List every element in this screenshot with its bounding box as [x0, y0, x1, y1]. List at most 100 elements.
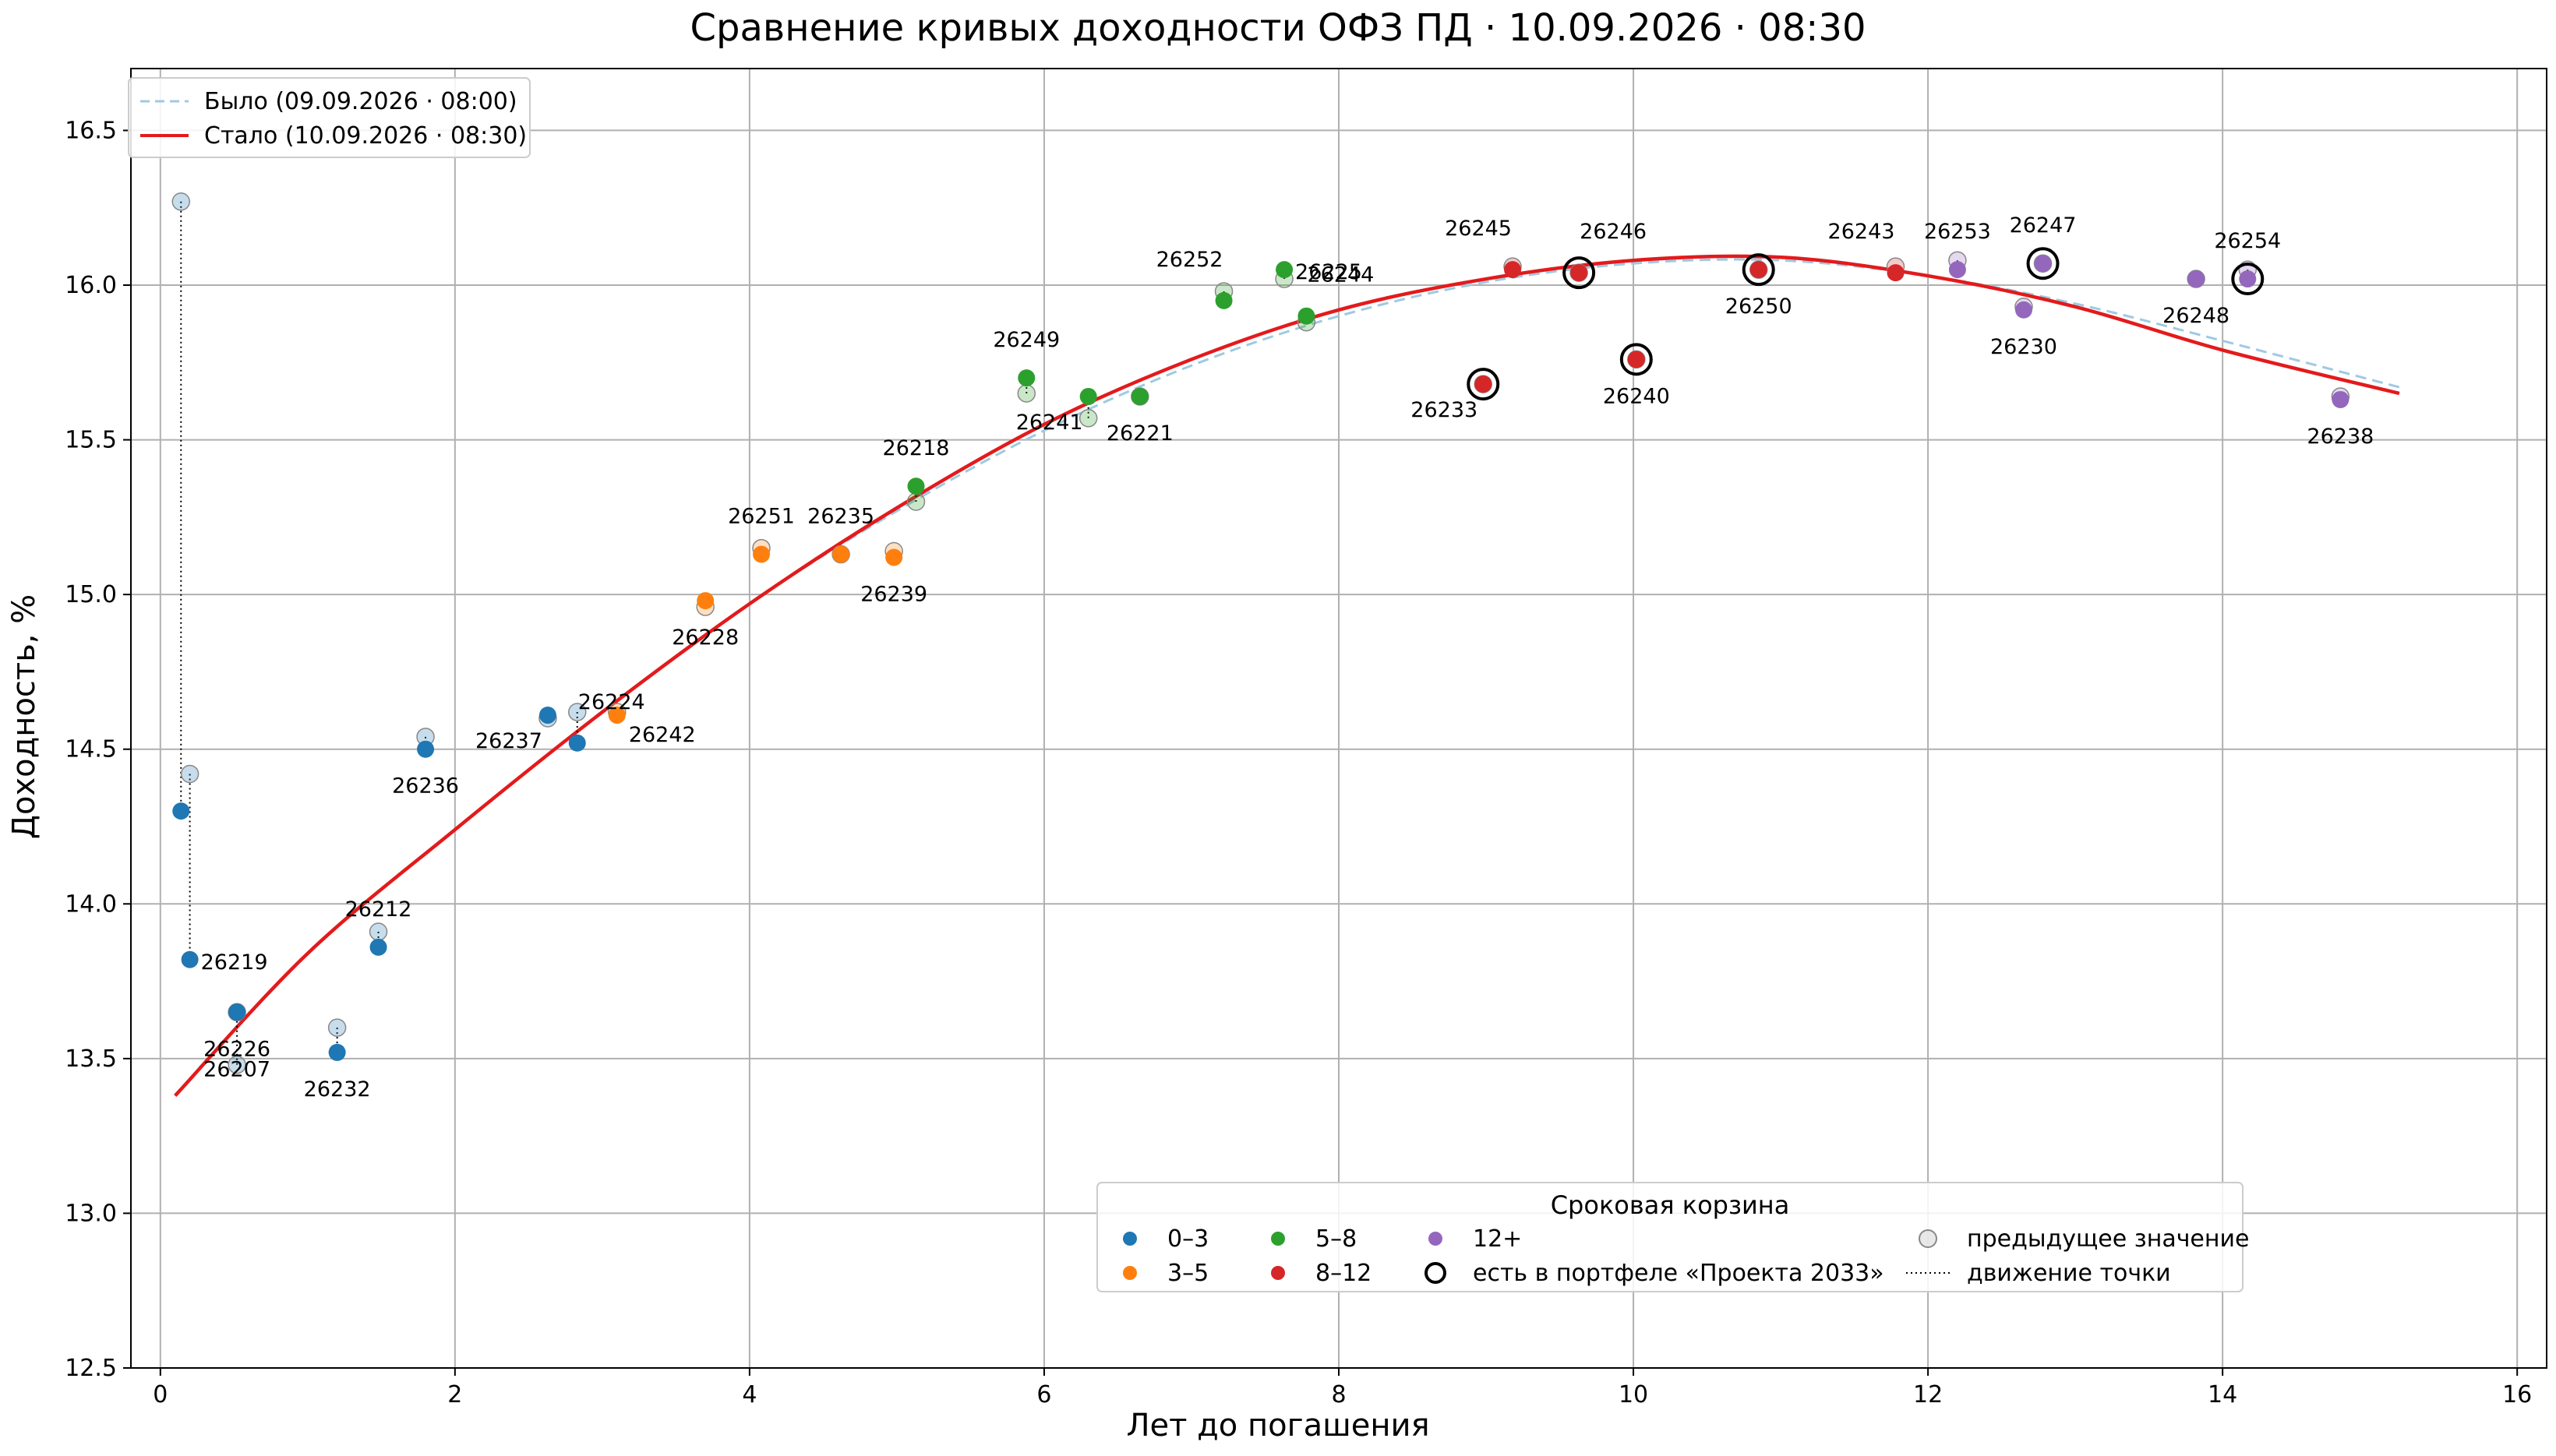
- bond-label: 26221: [1107, 421, 1174, 446]
- bond-point: [1570, 264, 1588, 282]
- previous-point: [180, 764, 199, 784]
- bond-point: [608, 707, 626, 724]
- bond-point: [228, 1003, 246, 1021]
- legend-bottom-box: [1096, 1182, 2244, 1292]
- bond-point: [328, 1043, 346, 1061]
- current-curve: [174, 254, 2400, 1098]
- x-axis-ticks: 0 2 4 6 8 10 12 14 16: [153, 1368, 2532, 1408]
- bond-label: 26246: [1580, 220, 1647, 244]
- bond-point: [2187, 270, 2205, 288]
- bond-label: 26225: [1295, 260, 1362, 284]
- legend-bucket-entries: 0–3 3–5 5–8 8–12 12+: [1123, 1225, 1522, 1287]
- y-tick-label: 15.0: [65, 581, 117, 608]
- current-points: [172, 255, 2349, 1061]
- previous-point: [171, 192, 191, 211]
- bond-label: 26252: [1156, 248, 1223, 272]
- x-tick-label: 0: [153, 1381, 168, 1408]
- bond-label: 26237: [475, 729, 542, 753]
- bond-label: 26243: [1828, 220, 1895, 244]
- y-tick-label: 15.5: [65, 427, 117, 454]
- legend-new-curve-label: Стало (10.09.2026 · 08:30): [204, 122, 527, 150]
- x-tick-label: 6: [1036, 1381, 1051, 1408]
- bond-point: [1276, 261, 1294, 279]
- legend-bucket-swatch: [1428, 1232, 1442, 1246]
- legend-bucket-label: 12+: [1473, 1225, 1522, 1253]
- legend-bucket-swatch: [1271, 1232, 1285, 1246]
- bond-point: [885, 548, 903, 566]
- bond-point: [2239, 270, 2257, 288]
- bond-label: 26207: [203, 1057, 270, 1081]
- y-tick-label: 13.0: [65, 1200, 117, 1227]
- y-tick-label: 14.5: [65, 736, 117, 763]
- portfolio-rings: [1467, 247, 2265, 401]
- bond-point: [2034, 255, 2052, 273]
- y-axis-ticks: 12.5 13.0 13.5 14.0 14.5 15.0 15.5 16.0 16.5: [65, 117, 131, 1382]
- bond-point: [172, 802, 190, 820]
- bond-label: 26228: [672, 626, 739, 650]
- bond-label: 26249: [993, 328, 1060, 352]
- bond-label: 26245: [1445, 217, 1512, 241]
- legend-bucket-swatch: [1123, 1232, 1137, 1246]
- bond-label: 26251: [728, 505, 795, 529]
- portfolio-ring: [1742, 253, 1775, 287]
- y-tick-label: 13.5: [65, 1045, 117, 1073]
- previous-point: [1017, 384, 1036, 403]
- bond-label: 26230: [1990, 335, 2057, 359]
- previous-point: [228, 1056, 246, 1074]
- bond-point: [832, 545, 850, 563]
- legend-bucket-swatch: [1271, 1266, 1285, 1280]
- bond-label: 26239: [860, 582, 927, 606]
- x-tick-label: 2: [447, 1381, 462, 1408]
- portfolio-ring: [2231, 263, 2265, 296]
- bond-label: 26247: [2010, 213, 2077, 238]
- legend-portfolio-label: есть в портфеле «Проекта 2033»: [1473, 1260, 1884, 1287]
- legend-bottom-title: Сроковая корзина: [1551, 1190, 1790, 1220]
- y-tick-label: 12.5: [65, 1355, 117, 1382]
- legend-top: Было (09.09.2026 · 08:00) Стало (10.09.2…: [128, 77, 531, 158]
- legend-bucket-label: 3–5: [1167, 1260, 1209, 1287]
- previous-points: [171, 192, 2350, 1074]
- portfolio-ring: [1562, 256, 1596, 290]
- bond-label: 26254: [2214, 229, 2281, 253]
- y-tick-label: 16.5: [65, 117, 117, 144]
- previous-point: [567, 703, 587, 721]
- bond-point: [1749, 261, 1767, 279]
- previous-point: [327, 1018, 347, 1037]
- bond-point: [907, 478, 925, 495]
- bond-label: 26242: [629, 723, 696, 747]
- legend-top-box: [128, 77, 531, 158]
- bond-point: [697, 592, 715, 610]
- bond-label: 26253: [1924, 220, 1991, 244]
- legend-portfolio-swatch: [1425, 1262, 1446, 1284]
- previous-point: [1079, 409, 1098, 428]
- portfolio-ring: [1467, 368, 1500, 401]
- bond-label: 26226: [203, 1037, 270, 1061]
- bond-point: [1018, 369, 1036, 387]
- bond-label: 26224: [578, 690, 645, 714]
- previous-curve: [174, 258, 2400, 1097]
- bond-label: 26232: [304, 1077, 371, 1102]
- portfolio-ring: [1619, 343, 1653, 376]
- yield-curves: [174, 254, 2400, 1098]
- bond-point: [1215, 291, 1233, 309]
- bond-point: [1627, 351, 1645, 368]
- x-tick-label: 8: [1331, 1381, 1346, 1408]
- bond-point: [1887, 264, 1905, 282]
- bond-label: 26250: [1725, 294, 1792, 319]
- legend-bottom: Сроковая корзина 0–3 3–5 5–8 8–12 12+ есть в…: [1096, 1182, 2249, 1292]
- bond-point: [2014, 301, 2032, 319]
- bond-point: [1079, 387, 1097, 405]
- previous-point: [906, 492, 926, 511]
- y-axis-label: Доходность, %: [6, 594, 42, 839]
- bond-point: [753, 545, 771, 563]
- bond-point: [417, 740, 435, 758]
- x-tick-label: 12: [1913, 1381, 1943, 1408]
- y-tick-label: 16.0: [65, 272, 117, 299]
- portfolio-ring: [2026, 247, 2060, 280]
- x-tick-label: 16: [2502, 1381, 2532, 1408]
- legend-bucket-swatch: [1123, 1266, 1137, 1280]
- bond-label: 26241: [1016, 411, 1083, 435]
- bond-label: 26244: [1307, 263, 1374, 287]
- x-axis-label: Лет до погашения: [1126, 1408, 1429, 1444]
